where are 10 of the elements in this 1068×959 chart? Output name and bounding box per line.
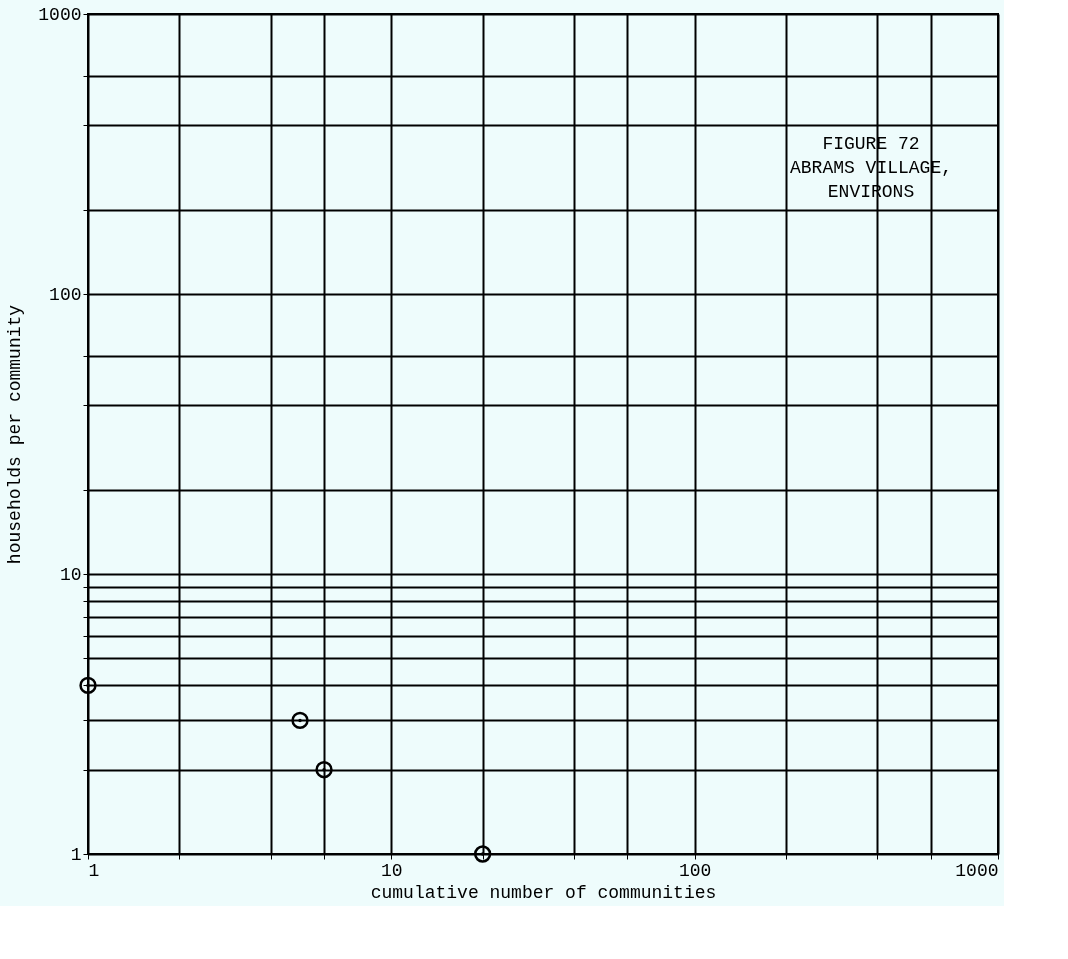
y-tick-label: 100 — [49, 284, 82, 305]
y-tick-label: 1 — [70, 844, 82, 865]
x-tick-label: 10 — [381, 860, 403, 881]
x-tick-label: 1000 — [955, 860, 999, 881]
y-tick-label: 10 — [59, 564, 82, 585]
x-axis-title: cumulative number of communities — [370, 882, 717, 903]
x-tick-label: 100 — [678, 860, 712, 881]
x-tick-label: 1 — [88, 860, 100, 881]
y-axis-title: households per community — [5, 304, 26, 565]
y-tick-label: 1000 — [38, 4, 82, 25]
